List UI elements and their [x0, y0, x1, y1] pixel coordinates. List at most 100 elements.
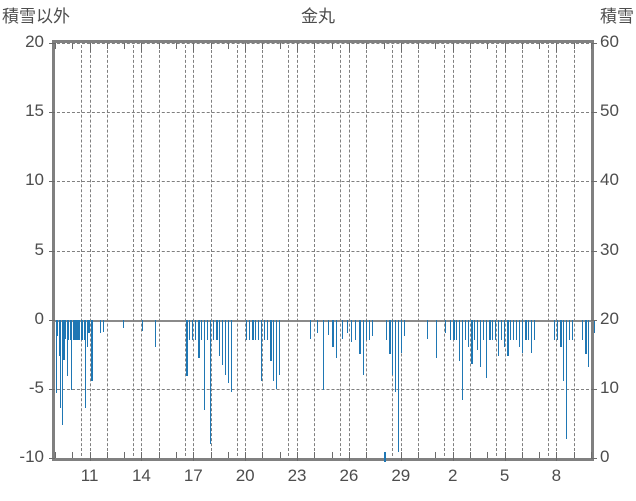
horizontal-gridline — [52, 112, 594, 114]
bar — [122, 319, 124, 328]
x-axis-tick-mark — [72, 43, 74, 49]
vertical-gridline — [158, 40, 160, 461]
bar — [436, 319, 438, 359]
bar — [462, 319, 464, 400]
vertical-gridline — [469, 40, 471, 461]
bar — [69, 319, 71, 341]
bar — [483, 319, 485, 341]
x-axis-tick-label: 20 — [235, 466, 255, 485]
bar — [228, 319, 230, 384]
bar — [369, 319, 371, 341]
bar — [68, 319, 70, 341]
bar — [66, 319, 68, 377]
x-axis-tick-mark — [348, 452, 350, 461]
bar — [310, 319, 312, 340]
bar — [273, 319, 275, 381]
bar — [392, 319, 394, 375]
x-axis-tick-mark — [176, 43, 178, 49]
bar — [83, 319, 85, 341]
vertical-gridline — [400, 40, 402, 461]
x-axis-marked-tick — [383, 452, 386, 462]
vertical-gridline — [556, 40, 558, 461]
bar — [231, 319, 233, 392]
bar — [363, 319, 365, 375]
bar — [342, 319, 344, 340]
bar — [201, 319, 203, 341]
bar — [531, 319, 533, 353]
x-axis-tick-mark — [124, 43, 126, 49]
x-axis-tick-mark — [89, 452, 91, 461]
x-axis-tick-mark — [124, 452, 126, 458]
x-axis-tick-mark — [452, 452, 454, 461]
bar — [489, 319, 491, 341]
x-axis-tick-mark — [504, 452, 506, 461]
y-axis-tick-mark-left — [49, 250, 55, 252]
vertical-gridline — [210, 40, 212, 461]
x-axis-tick-mark — [106, 43, 108, 49]
bar — [255, 319, 257, 341]
bar — [366, 319, 368, 341]
bar — [588, 319, 590, 367]
x-axis-tick-mark — [176, 452, 178, 458]
bar — [85, 319, 87, 409]
bar — [258, 319, 260, 341]
x-axis-tick-mark — [591, 452, 592, 458]
x-axis-tick-mark — [262, 452, 264, 458]
x-axis-tick-mark — [573, 452, 575, 458]
x-axis-tick-mark — [227, 452, 229, 458]
x-axis-tick-mark — [469, 43, 471, 49]
bar — [79, 319, 81, 341]
y-axis-tick-label-right: 10 — [600, 377, 619, 397]
bar — [372, 319, 374, 337]
vertical-gridline — [504, 40, 506, 461]
y-axis-tick-label-right: 0 — [600, 447, 610, 466]
x-axis-tick-mark — [366, 452, 368, 458]
bar — [100, 319, 102, 334]
bar — [504, 319, 506, 348]
y-axis-tick-mark-left — [49, 112, 55, 114]
x-axis-tick-label: 26 — [339, 466, 359, 485]
bar — [445, 319, 447, 334]
x-axis-tick-mark — [539, 43, 541, 49]
x-axis-tick-mark — [55, 43, 56, 49]
y-axis-tick-label-right: 30 — [600, 239, 619, 259]
vertical-gridline — [236, 40, 238, 461]
y-axis-tick-label-left: 20 — [25, 32, 44, 51]
bar — [204, 319, 206, 410]
bar — [594, 319, 596, 334]
y-axis-tick-label-right: 60 — [600, 32, 619, 51]
bar — [55, 319, 57, 393]
x-axis-marked-tick — [383, 43, 385, 49]
bar — [522, 319, 524, 353]
x-axis-tick-mark — [158, 43, 160, 49]
x-axis-tick-mark — [521, 452, 523, 458]
bar — [386, 319, 388, 341]
bar — [195, 319, 197, 341]
x-axis-tick-mark — [487, 452, 489, 458]
bar — [453, 319, 455, 341]
x-axis-tick-mark — [435, 43, 437, 49]
vertical-gridline — [314, 40, 316, 461]
bar — [88, 319, 90, 334]
bar — [471, 319, 473, 364]
bar — [510, 319, 512, 341]
bar — [582, 319, 584, 341]
x-axis-tick-mark — [591, 43, 592, 49]
bar — [249, 319, 251, 341]
x-axis-tick-label: 29 — [391, 466, 411, 485]
y-axis-tick-mark-right — [591, 112, 597, 114]
bar — [332, 319, 334, 348]
vertical-gridline — [297, 40, 299, 461]
bar — [355, 319, 357, 341]
x-axis-tick-label: 17 — [183, 466, 203, 485]
x-axis-tick-mark — [141, 452, 143, 461]
bar — [63, 319, 65, 360]
bar — [563, 319, 565, 381]
x-axis-tick-mark — [89, 43, 91, 52]
y-axis-tick-label-right: 50 — [600, 101, 619, 121]
bar — [560, 319, 562, 348]
y-axis-tick-mark-right — [591, 388, 597, 390]
bar — [456, 319, 458, 341]
x-axis-tick-mark — [245, 43, 247, 52]
